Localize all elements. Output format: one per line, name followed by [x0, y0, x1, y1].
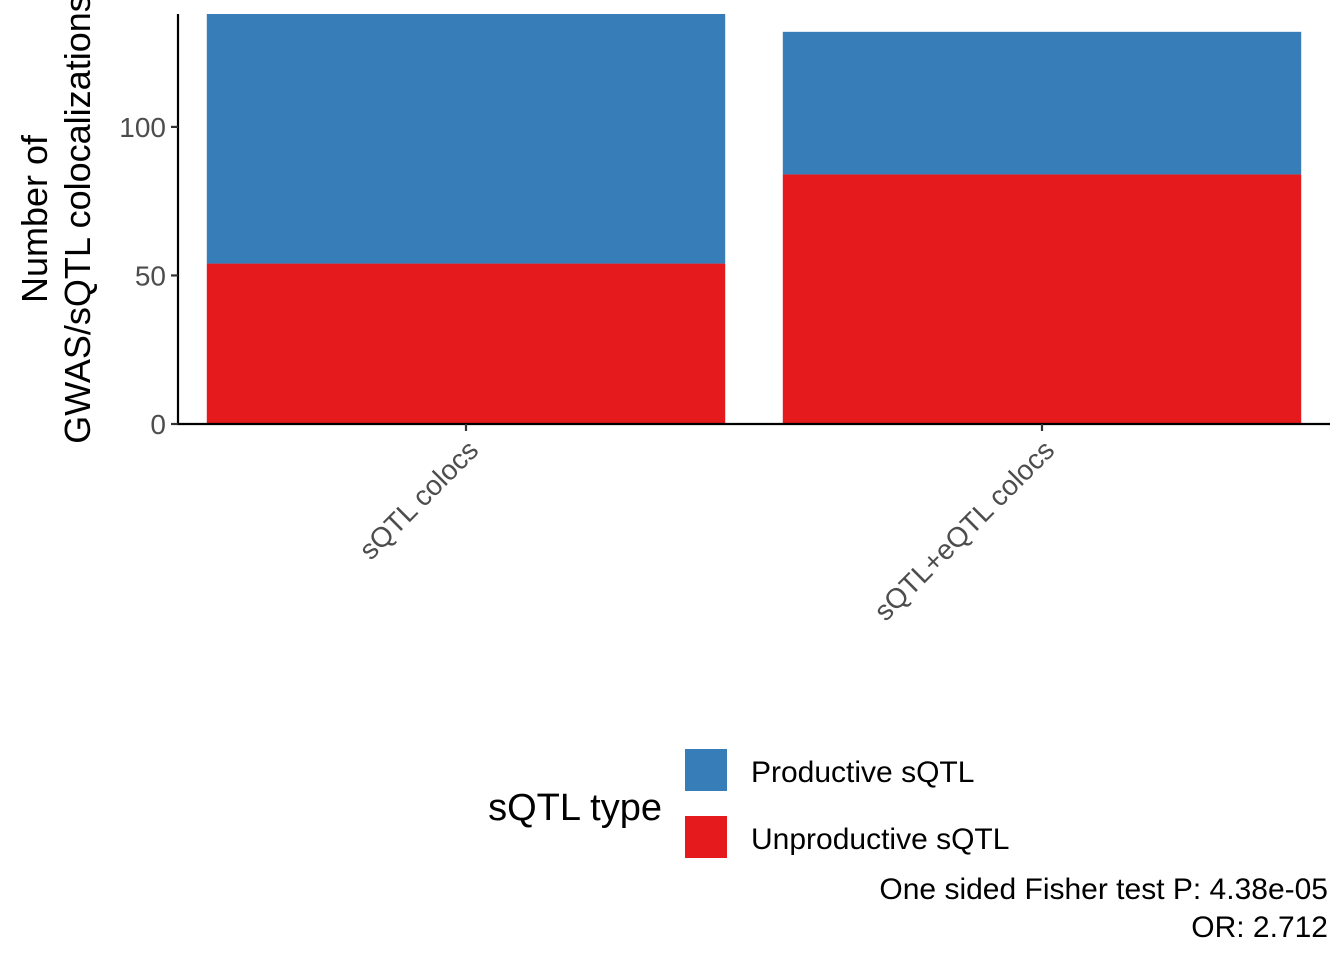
caption-line-1: OR: 2.712	[1191, 911, 1328, 944]
x-tick-label-0: sQTL colocs	[353, 434, 484, 565]
axes-layer	[171, 14, 1330, 431]
legend-label-1: Unproductive sQTL	[751, 823, 1009, 856]
bars-layer	[206, 14, 1302, 424]
x-tick-label-1: sQTL+eQTL colocs	[868, 434, 1060, 626]
y-axis-title-line-0: Number of	[14, 134, 55, 303]
y-axis-title: Number of GWAS/sQTL colocalizations	[14, 0, 98, 444]
legend-title: sQTL type	[488, 787, 662, 829]
bar-unproductive-0	[206, 263, 726, 424]
legend-label-0: Productive sQTL	[751, 756, 974, 789]
y-tick-label-2: 100	[119, 112, 166, 143]
y-tick-label-1: 50	[135, 260, 166, 291]
caption-line-0: One sided Fisher test P: 4.38e-05	[879, 873, 1328, 906]
y-tick-label-0: 0	[150, 409, 166, 440]
legend-key-0	[685, 749, 727, 791]
legend-key-1	[685, 816, 727, 858]
caption: One sided Fisher test P: 4.38e-05 OR: 2.7…	[879, 873, 1328, 944]
bar-unproductive-1	[782, 174, 1302, 424]
y-axis-title-line-1: GWAS/sQTL colocalizations	[57, 0, 98, 444]
legend: sQTL type Productive sQTL Unproductive sQT…	[488, 749, 1009, 858]
bar-productive-1	[782, 31, 1302, 175]
bar-productive-0	[206, 14, 726, 264]
